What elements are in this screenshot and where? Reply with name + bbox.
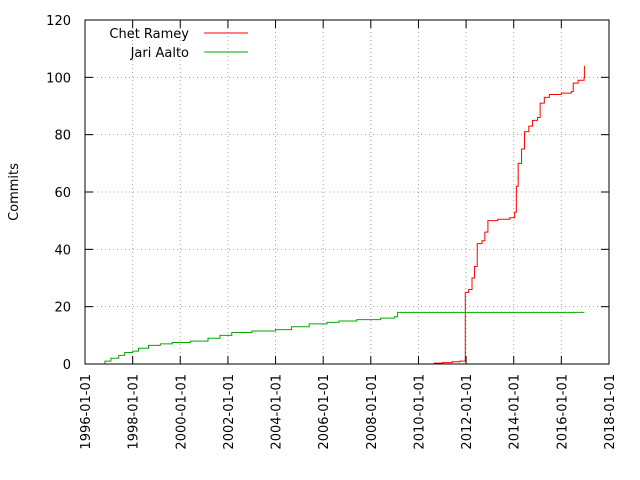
x-tick-label: 2014-01-01 bbox=[508, 374, 523, 450]
legend-label: Chet Ramey bbox=[109, 27, 189, 42]
y-tick-label: 80 bbox=[54, 129, 71, 144]
x-tick-label: 2008-01-01 bbox=[365, 374, 380, 450]
y-axis-title: Commits bbox=[7, 163, 22, 221]
series-line-chet-ramey bbox=[411, 65, 585, 365]
axes: 0 20 40 60 80 100 120 1996-01-01 1998-01-01 2000-… bbox=[46, 14, 618, 450]
legend: Chet Ramey Jari Aalto bbox=[109, 27, 248, 61]
x-tick-label: 2004-01-01 bbox=[270, 374, 285, 450]
series-line-jari-aalto bbox=[101, 311, 585, 365]
x-tick-label: 2016-01-01 bbox=[555, 374, 570, 450]
series-lines bbox=[101, 65, 585, 365]
x-tick-label: 2010-01-01 bbox=[412, 374, 427, 450]
y-tick-label: 20 bbox=[54, 301, 71, 316]
y-tick-label: 0 bbox=[63, 358, 71, 373]
x-tick-label: 2000-01-01 bbox=[174, 374, 189, 450]
x-tick-label: 2018-01-01 bbox=[603, 374, 618, 450]
y-tick-label: 40 bbox=[54, 243, 71, 258]
x-tick-label: 2012-01-01 bbox=[460, 374, 475, 450]
x-tick-label: 2006-01-01 bbox=[317, 374, 332, 450]
legend-label: Jari Aalto bbox=[130, 46, 189, 61]
y-tick-label: 100 bbox=[46, 71, 71, 86]
x-tick-label: 2002-01-01 bbox=[222, 374, 237, 450]
grid-lines bbox=[85, 20, 609, 364]
y-tick-label: 120 bbox=[46, 14, 71, 29]
x-tick-label: 1998-01-01 bbox=[127, 374, 142, 450]
y-tick-label: 60 bbox=[54, 186, 71, 201]
x-tick-label: 1996-01-01 bbox=[79, 374, 94, 450]
